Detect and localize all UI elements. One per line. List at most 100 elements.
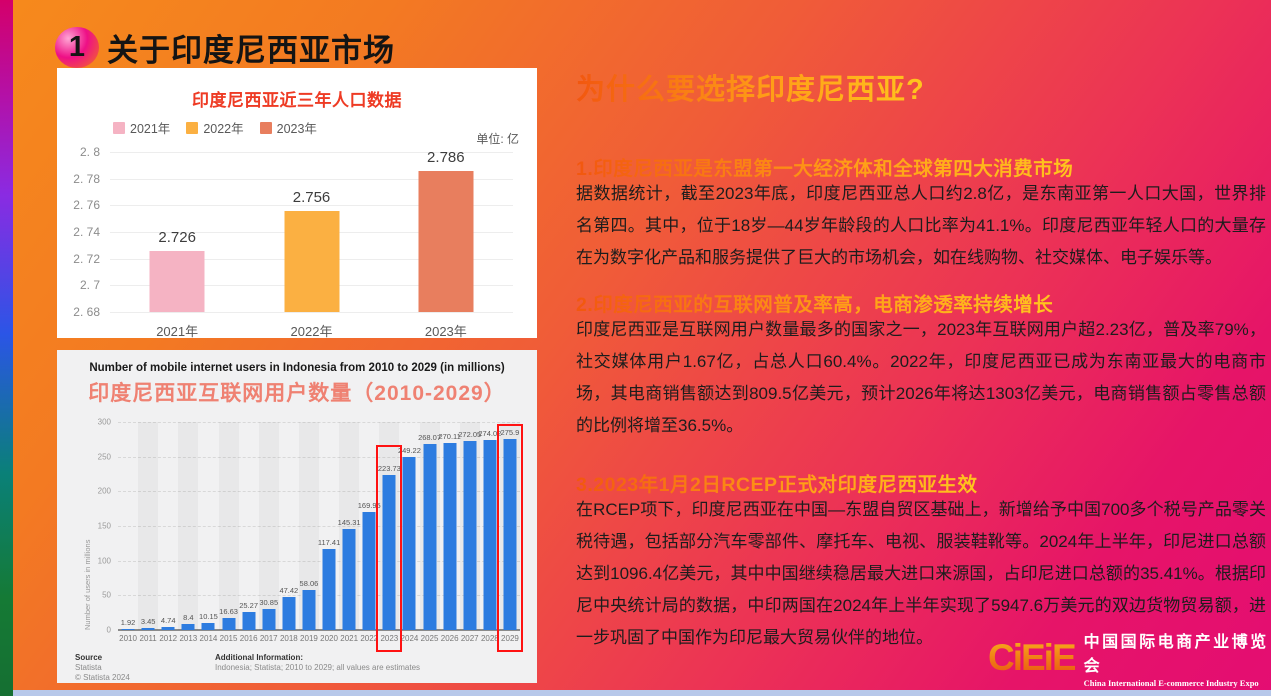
internet-users-chart-title-zh: 印度尼西亚互联网用户数量（2010-2029）	[88, 382, 506, 405]
chart-column: 47.42 2018	[279, 422, 299, 643]
internet-users-chart-card: Number of mobile internet users in Indon…	[57, 350, 537, 683]
section-1-heading: 1.印度尼西亚是东盟第一大经济体和全球第四大消费市场	[576, 152, 1073, 181]
chart-column: 270.11 2026	[438, 422, 461, 643]
y-tick-label: 150	[97, 521, 111, 531]
x-axis-label: 2020	[320, 634, 338, 643]
x-axis-label: 2011	[139, 634, 157, 643]
gridline	[118, 560, 520, 562]
bar-value-label: 169.95	[357, 501, 381, 510]
x-axis-label: 2014	[199, 634, 218, 643]
chart-column: 10.15 2014	[198, 422, 218, 643]
bar	[443, 443, 457, 630]
chart-column: 3.45 2011	[138, 422, 158, 643]
y-tick-label: 300	[97, 417, 111, 427]
bar	[161, 627, 175, 630]
x-axis-label: 2010	[119, 634, 137, 643]
highlight-box	[496, 424, 523, 652]
bottom-accent-bar	[13, 690, 1271, 696]
bar	[302, 590, 316, 630]
bar	[402, 457, 416, 630]
highlight-box	[376, 445, 403, 652]
internet-users-chart-title-en: Number of mobile internet users in Indon…	[89, 362, 505, 374]
legend-item: 2021年	[113, 118, 170, 137]
bar-value-label: 10.15	[199, 612, 218, 621]
x-axis-label: 2015	[219, 634, 238, 643]
y-tick-label: 2. 78	[73, 171, 100, 186]
chart-column: 223.73 2023	[378, 422, 401, 643]
bar-value-label: 2.786	[427, 149, 465, 166]
y-tick-label: 2. 72	[73, 251, 100, 266]
legend-item: 2023年	[259, 118, 317, 137]
bar-value-label: 270.11	[438, 432, 461, 441]
bar	[483, 440, 497, 630]
y-tick-label: 0	[106, 625, 111, 635]
x-axis-label: 2016	[239, 634, 258, 643]
gridline	[110, 205, 513, 207]
gridline	[110, 152, 513, 153]
source-label: Source	[75, 653, 103, 662]
x-axis-label: 2012	[159, 634, 178, 643]
x-axis-label: 2025	[420, 634, 439, 643]
gridline	[110, 178, 513, 180]
left-gradient-stripe	[0, 0, 13, 696]
x-axis-label: 2019	[300, 634, 318, 643]
chart-column: 268.07 2025	[418, 422, 441, 643]
x-axis-label: 2013	[179, 634, 198, 643]
bar-group: 2.756	[284, 189, 339, 312]
bar	[322, 549, 336, 630]
bar-value-label: 4.74	[160, 616, 176, 625]
y-tick-label: 250	[97, 452, 111, 462]
additional-info-text: Indonesia; Statista; 2010 to 2029; all v…	[215, 663, 421, 672]
bar-value-label: 25.27	[239, 601, 259, 610]
bar	[423, 444, 437, 630]
population-chart-unit-label: 单位: 亿	[476, 132, 519, 146]
x-axis-label: 2027	[460, 634, 479, 643]
x-axis-label: 2029	[501, 634, 519, 643]
bar	[222, 618, 236, 630]
bar-value-label: 47.42	[279, 586, 299, 595]
bar-group: 2.726	[149, 229, 205, 312]
gridline	[110, 312, 513, 313]
y-tick-label: 100	[97, 556, 111, 566]
bar	[362, 512, 376, 630]
x-axis-label: 2026	[440, 634, 459, 643]
gridline	[118, 595, 520, 597]
chart-column: 169.95 2022	[357, 422, 381, 643]
bar-value-label: 2.756	[292, 189, 331, 206]
ciee-logo-name-zh: 中国国际电商产业博览会	[1083, 634, 1269, 675]
chart-column: 4.74 2012	[158, 422, 178, 643]
bar-value-label: 30.85	[259, 598, 279, 607]
bar-value-label: 16.63	[219, 607, 238, 616]
chart-column: 16.63 2015	[219, 422, 239, 643]
bar	[342, 529, 356, 630]
bar	[463, 441, 477, 630]
bar-value-label: 1.92	[120, 618, 136, 627]
population-chart-plot: 2. 8 2. 78 2. 76 2. 74 2. 72 2. 7 2. 68 2.726 20…	[73, 145, 513, 339]
section-3-body: 在RCEP项下，印度尼西亚在中国—东盟自贸区基础上，新增给予中国700多个税号产…	[576, 500, 1266, 647]
bar	[382, 475, 396, 630]
population-chart-title: 印度尼西亚近三年人口数据	[192, 91, 402, 110]
legend-swatch	[259, 121, 272, 134]
population-chart-legend: 2021年 2022年 2023年	[113, 118, 317, 137]
bar-group: 2.786	[418, 149, 474, 312]
ciee-logo-name-en: China International E-commerce Industry …	[1083, 678, 1259, 688]
bar	[181, 624, 195, 630]
legend-swatch	[113, 121, 125, 134]
bar	[201, 623, 215, 630]
y-tick-label: 2. 74	[73, 225, 100, 239]
x-axis-label: 2024	[400, 634, 419, 643]
chart-column: 272.05 2027	[458, 422, 481, 643]
slide-header: 1 关于印度尼西亚市场	[55, 25, 395, 70]
chart-column: 275.9 2029	[500, 422, 520, 643]
ciee-logo-mark: CiEiE	[988, 637, 1077, 678]
bar	[141, 628, 155, 630]
chart-column: 274.02 2028	[478, 422, 502, 643]
gridline	[118, 456, 520, 458]
bar-value-label: 274.02	[478, 429, 502, 438]
x-axis-label: 2023	[380, 634, 399, 643]
source-name: Statista	[75, 663, 102, 672]
chart-column: 145.31 2021	[338, 422, 361, 643]
bar-value-label: 8.4	[183, 613, 194, 622]
internet-users-chart-plot: Number of users in millions 0 50 100 150 200…	[83, 418, 523, 652]
